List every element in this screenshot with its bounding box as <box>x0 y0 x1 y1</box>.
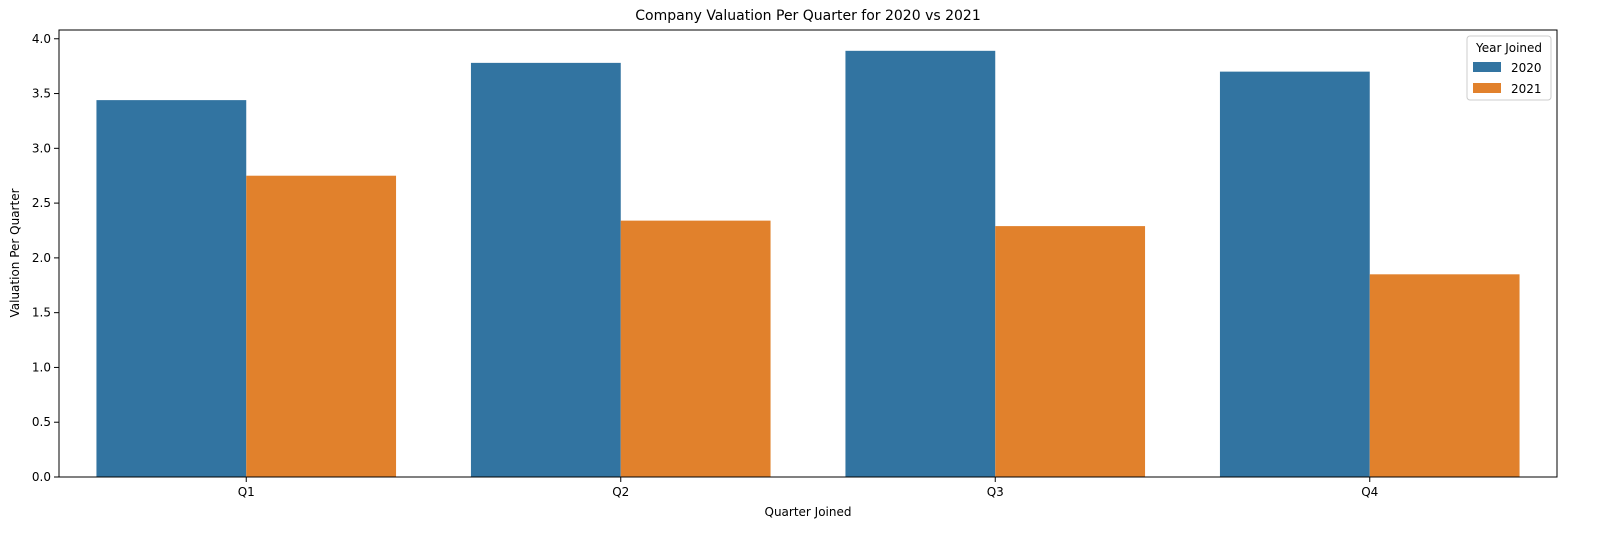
x-tick-label: Q3 <box>987 485 1004 499</box>
y-tick-label: 0.5 <box>32 415 51 429</box>
legend-label-2021: 2021 <box>1511 82 1542 96</box>
chart-title: Company Valuation Per Quarter for 2020 v… <box>635 8 980 24</box>
bar-q3-2021 <box>995 226 1146 477</box>
y-axis: 0.0 0.5 1.0 1.5 2.0 2.5 3.0 3.5 4.0 <box>32 32 59 484</box>
bar-q3-2020 <box>845 50 996 478</box>
y-tick-label: 2.0 <box>32 251 51 265</box>
bar-q1-2020 <box>96 100 247 477</box>
bars-group <box>96 50 1520 478</box>
legend-title: Year Joined <box>1475 41 1542 55</box>
y-tick-label: 3.5 <box>32 87 51 101</box>
x-tick-label: Q4 <box>1361 485 1378 499</box>
y-tick-label: 4.0 <box>32 32 51 46</box>
bar-q2-2020 <box>470 62 621 477</box>
bar-q4-2020 <box>1219 71 1370 477</box>
y-tick-label: 0.0 <box>32 470 51 484</box>
bar-q2-2021 <box>620 220 771 477</box>
legend-swatch-2020 <box>1473 62 1501 72</box>
legend-label-2020: 2020 <box>1511 61 1542 75</box>
y-tick-label: 1.0 <box>32 360 51 374</box>
y-tick-label: 1.5 <box>32 306 51 320</box>
bar-q4-2021 <box>1369 274 1520 477</box>
y-axis-label: Valuation Per Quarter <box>8 188 22 317</box>
legend: Year Joined 2020 2021 <box>1466 35 1552 101</box>
y-tick-label: 2.5 <box>32 196 51 210</box>
y-tick-label: 3.0 <box>32 141 51 155</box>
bar-q1-2021 <box>246 175 397 477</box>
x-tick-label: Q1 <box>238 485 255 499</box>
x-axis: Q1 Q2 Q3 Q4 <box>238 477 1378 499</box>
x-tick-label: Q2 <box>612 485 629 499</box>
x-axis-label: Quarter Joined <box>765 505 852 519</box>
plot-frame <box>58 29 1558 478</box>
legend-swatch-2021 <box>1473 83 1501 93</box>
